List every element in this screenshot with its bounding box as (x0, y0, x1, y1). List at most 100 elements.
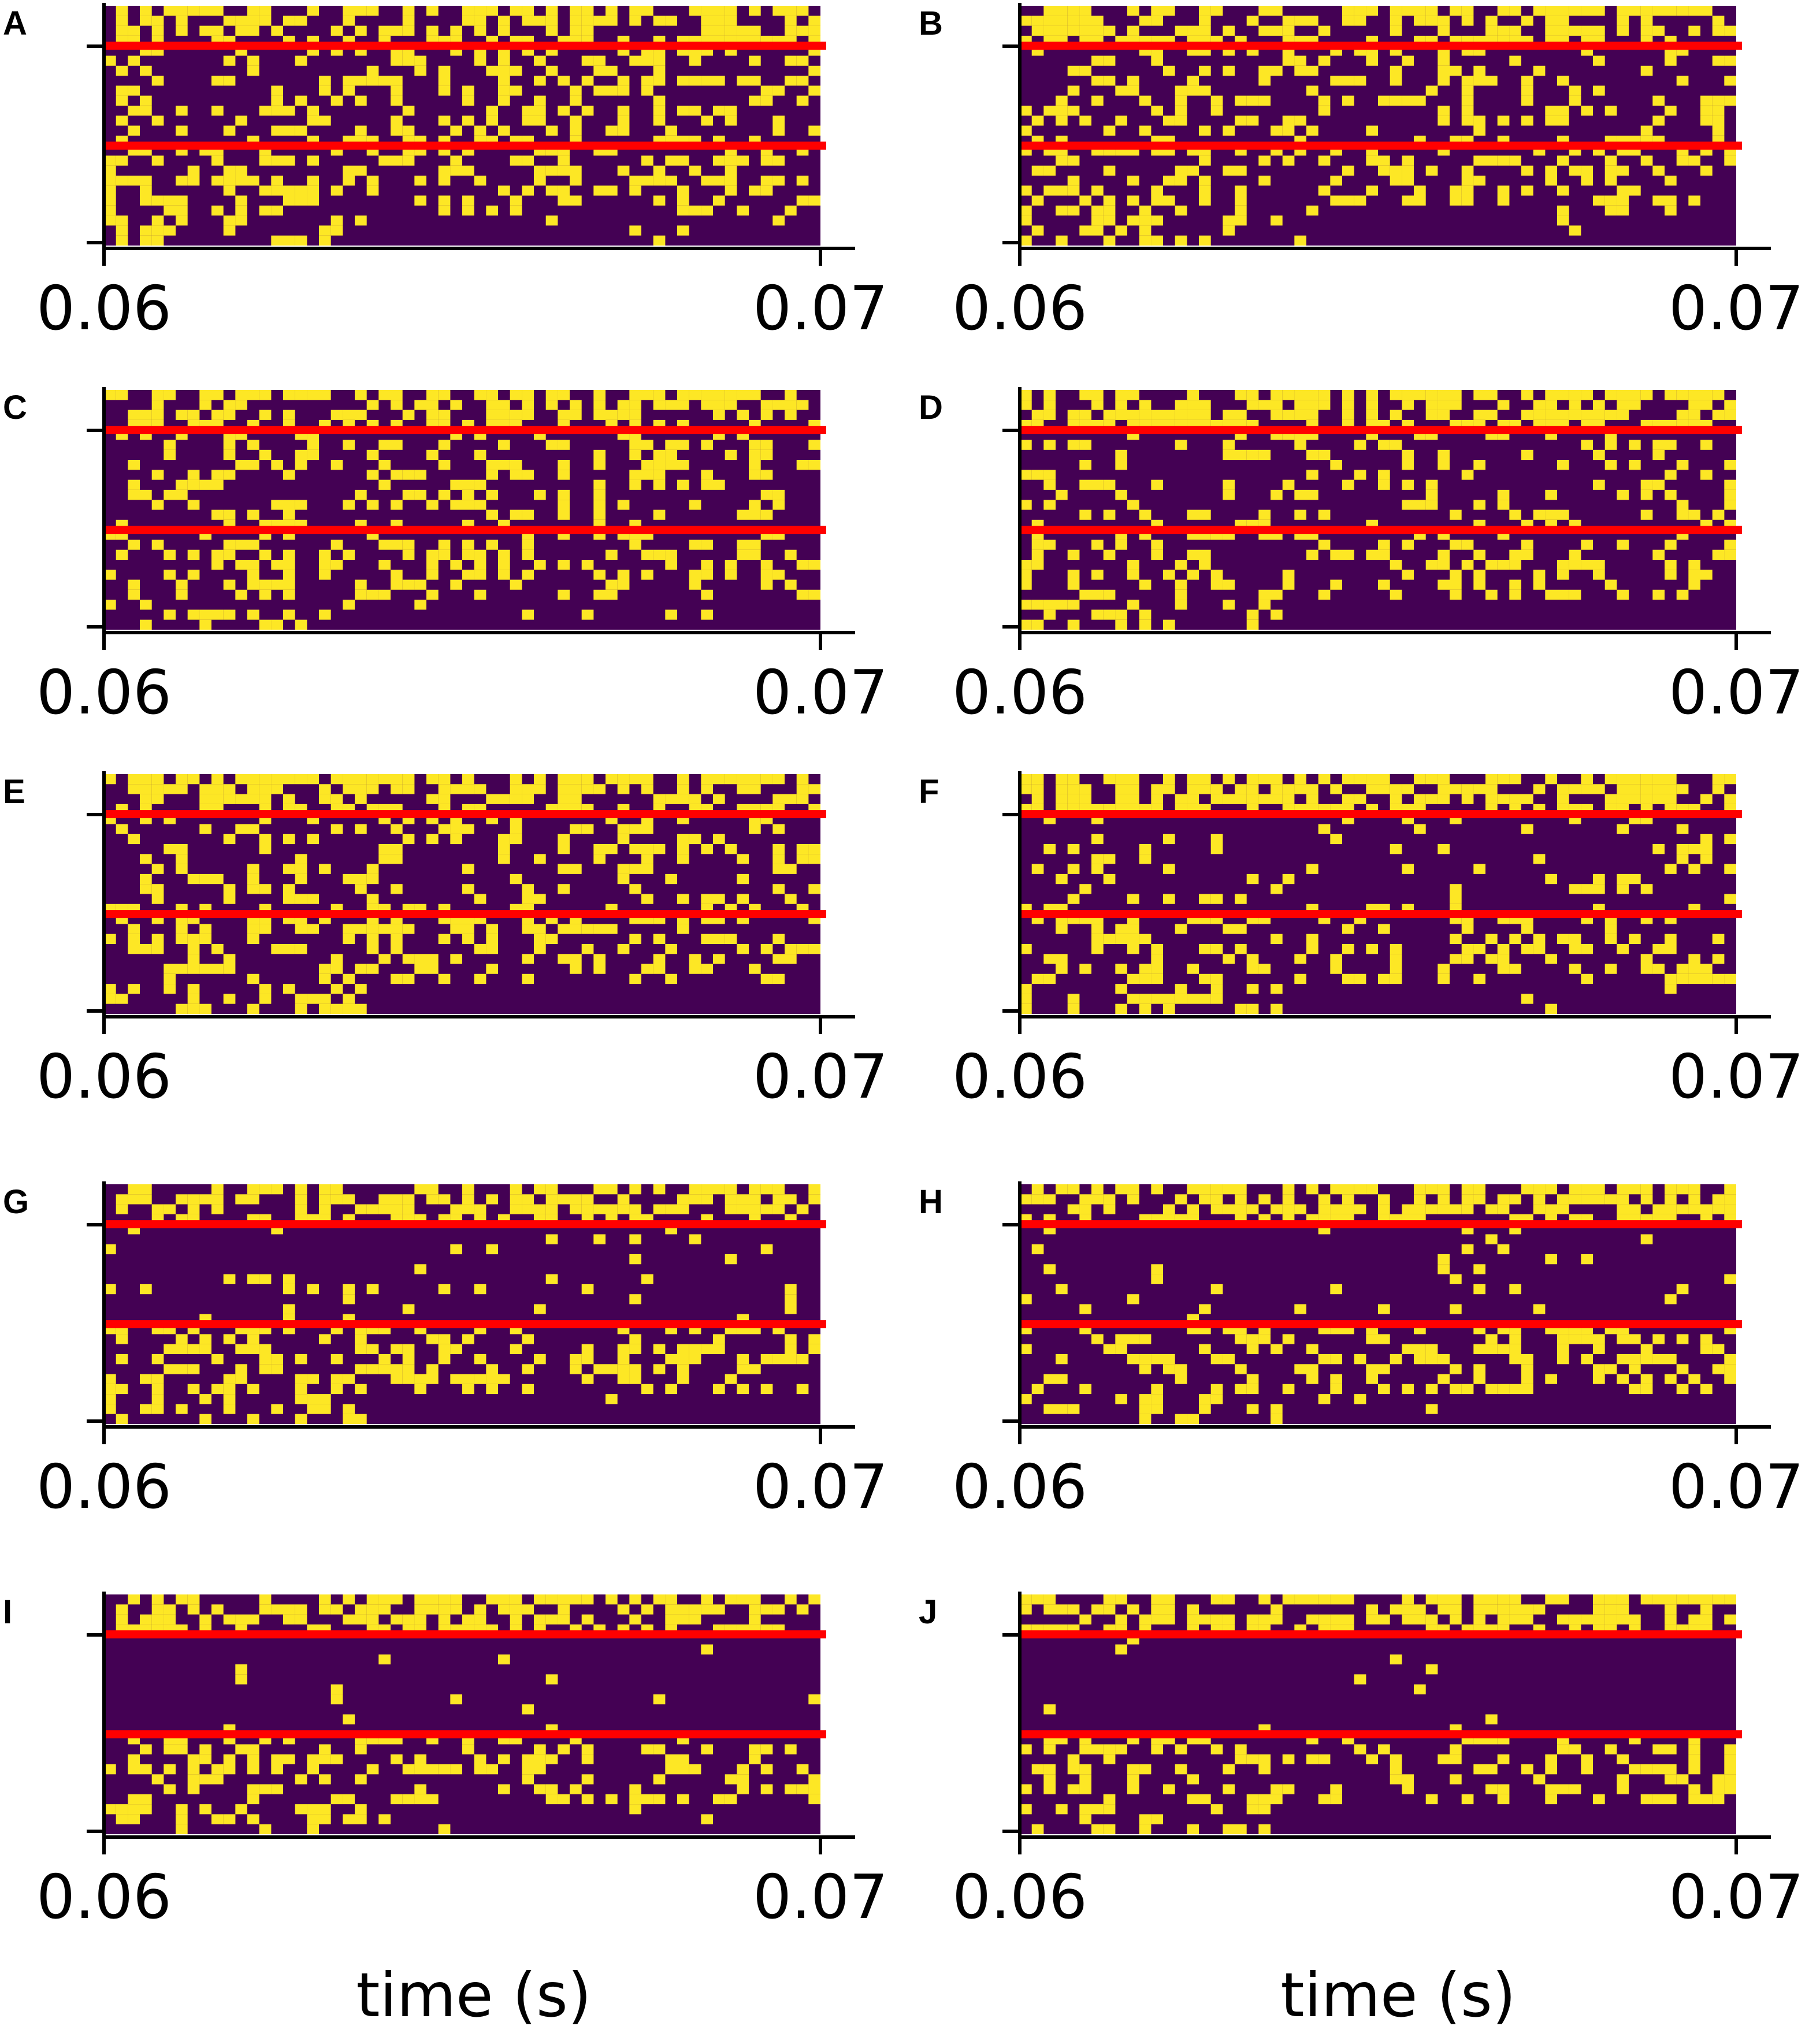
spike-cell (1593, 1364, 1605, 1374)
spike-cell (1414, 1344, 1426, 1354)
spike-cell (1151, 954, 1163, 964)
spike-cell (391, 95, 403, 106)
spike-cell (1163, 1614, 1175, 1624)
spike-cell (223, 410, 236, 420)
spike-cell (1210, 1384, 1223, 1395)
spike-cell (1103, 205, 1116, 216)
spike-cell (1497, 400, 1510, 410)
spike-cell (510, 1344, 522, 1354)
spike-cell (1665, 774, 1677, 785)
spike-cell (581, 105, 594, 116)
spike-cell (1187, 1414, 1199, 1424)
spike-cell (235, 1744, 247, 1754)
spike-cell (570, 125, 582, 136)
spike-cell (1354, 1674, 1366, 1685)
spike-cell (617, 864, 630, 874)
spike-cell (1151, 1814, 1163, 1824)
spike-cell (319, 570, 331, 580)
spike-cell (1557, 570, 1569, 580)
spike-cell (1688, 25, 1700, 36)
spike-cell (498, 570, 510, 580)
spike-cell (128, 55, 140, 66)
spike-cell (1366, 1334, 1378, 1344)
spike-cell (1485, 1344, 1498, 1354)
spike-cell (558, 1594, 570, 1605)
spike-cell (1103, 76, 1116, 86)
spike-cell (462, 1194, 474, 1205)
spike-cell (796, 176, 809, 186)
spike-cell (570, 116, 582, 126)
spike-cell (1271, 609, 1283, 620)
spike-cell (1640, 25, 1653, 36)
spike-cell (1342, 1204, 1354, 1214)
spike-cell (677, 1204, 689, 1214)
spike-cell (151, 1354, 164, 1365)
spike-cell (1676, 1384, 1689, 1395)
spike-cell (1569, 1784, 1581, 1794)
spike-cell (1199, 1194, 1211, 1205)
spike-cell (1473, 864, 1485, 874)
spike-cell (701, 1184, 713, 1195)
spike-cell (796, 25, 809, 36)
spike-cell (271, 176, 283, 186)
spike-cell (402, 774, 415, 785)
spike-cell (1043, 844, 1056, 854)
spike-cell (486, 470, 498, 480)
spike-cell (1629, 185, 1641, 196)
spike-cell (1593, 884, 1605, 894)
spike-cell (1390, 784, 1402, 794)
spike-cell (1258, 1614, 1271, 1624)
spike-cell (176, 1404, 188, 1414)
spike-cell (1258, 774, 1271, 785)
spike-cell (1604, 205, 1617, 216)
spike-cell (1067, 784, 1080, 794)
spike-cell (1485, 25, 1498, 36)
spike-cell (1402, 195, 1414, 206)
spike-cell (785, 1784, 797, 1794)
spike-cell (223, 834, 236, 845)
spike-cell (1509, 774, 1521, 785)
spike-cell (128, 589, 140, 600)
spike-cell (1043, 1374, 1056, 1384)
spike-cell (677, 1764, 689, 1775)
spike-cell (796, 589, 809, 600)
spike-cell (1330, 579, 1342, 590)
panel-letter: F (919, 773, 939, 811)
spike-cell (151, 155, 164, 166)
spike-cell (653, 460, 666, 470)
spike-cell (713, 410, 725, 420)
spike-cell (1067, 1184, 1080, 1195)
spike-cell (1067, 6, 1080, 16)
spike-cell (1712, 55, 1725, 66)
spike-cell (438, 973, 451, 984)
spike-cell (271, 944, 283, 954)
spike-cell (1688, 954, 1700, 964)
spike-cell (522, 185, 534, 196)
spike-cell (1700, 95, 1713, 106)
spike-cell (307, 1374, 319, 1384)
spike-cell (1414, 1604, 1426, 1615)
spike-cell (402, 410, 415, 420)
spike-cell (1187, 410, 1199, 420)
spike-cell (617, 1194, 630, 1205)
spike-cell (271, 460, 283, 470)
spike-cell (570, 864, 582, 874)
spike-cell (462, 116, 474, 126)
spike-cell (772, 844, 785, 854)
spike-cell (581, 1794, 594, 1805)
spike-cell (629, 1794, 641, 1805)
spike-cell (426, 834, 439, 845)
spike-cell (176, 854, 188, 864)
spike-cell (1450, 6, 1462, 16)
spike-cell (1485, 1764, 1498, 1775)
spike-cell (1402, 1384, 1414, 1395)
spike-cell (1246, 1374, 1259, 1384)
spike-cell (402, 155, 415, 166)
spike-cell (617, 500, 630, 510)
spike-cell (307, 834, 319, 845)
spike-cell (426, 1194, 439, 1205)
spike-cell (653, 16, 666, 26)
spike-cell (1724, 1184, 1736, 1195)
spike-cell (1282, 16, 1295, 26)
spike-cell (1473, 570, 1485, 580)
